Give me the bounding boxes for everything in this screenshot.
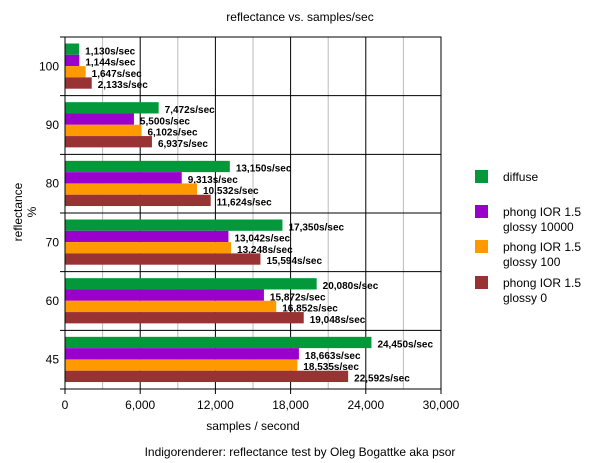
legend-label: phong IOR 1.5 [503,205,581,219]
bar [65,219,283,231]
bar [65,136,152,148]
bar [65,348,299,360]
chart-caption: Indigorenderer: reflectance test by Oleg… [145,445,456,459]
bar [65,300,277,313]
bar [65,54,80,67]
legend-label: diffuse [503,170,538,184]
y-tick-label: 90 [46,118,60,132]
x-tick-label: 12,000 [197,398,234,412]
bar [65,160,230,173]
bar [65,183,198,195]
chart-title: reflectance vs. samples/sec [226,10,373,24]
bar [65,43,80,55]
legend-label: glossy 100 [503,255,561,269]
bar-value-label: 13,150s/sec [236,164,292,175]
legend-label: glossy 10000 [503,220,574,234]
legend-swatch [475,240,488,253]
y-axis-label: reflectance% [11,182,39,241]
bar [65,312,304,324]
legend-label: glossy 0 [503,291,547,305]
bar [65,124,142,137]
bar [65,336,372,349]
y-tick-label: 80 [46,177,60,191]
bar-value-label: 15,872s/sec [270,292,326,303]
bar-value-label: 1,130s/sec [85,46,135,57]
bar [65,278,317,290]
bar-value-label: 15,594s/sec [266,256,322,267]
bar-value-label: 20,080s/sec [323,281,379,292]
bar [65,289,264,301]
legend-swatch [475,170,488,183]
plot-frame [64,36,442,390]
bar-value-label: 22,592s/sec [354,374,410,385]
bar-value-label: 9,313s/sec [188,175,238,186]
y-tick-label: 60 [46,294,60,308]
x-axis-label: samples / second [206,419,299,433]
bar-value-label: 16,852s/sec [282,304,338,315]
x-tick-label: 30,000 [423,398,460,412]
x-tick-label: 18,000 [272,398,309,412]
bar [65,194,211,207]
bar-value-label: 19,048s/sec [310,315,366,326]
legend-label: phong IOR 1.5 [503,276,581,290]
y-tick-label: 70 [46,235,60,249]
y-axis-label-line: reflectance [11,182,25,241]
x-tick-label: 0 [62,398,69,412]
bar [65,370,349,383]
legend-swatch [475,276,488,289]
bar-value-label: 10,532s/sec [203,186,259,197]
bar [65,359,298,371]
bar-value-label: 1,647s/sec [92,69,142,80]
x-tick-label: 6,000 [125,398,155,412]
bar-value-label: 6,102s/sec [147,128,197,139]
x-tick-label: 24,000 [347,398,384,412]
bar-value-label: 13,042s/sec [234,234,290,245]
bar-value-label: 11,624s/sec [217,198,272,209]
bar-value-label: 18,663s/sec [305,351,361,362]
bar [65,172,182,184]
bar [65,66,86,78]
y-tick-label: 100 [39,59,59,73]
bar-value-label: 13,248s/sec [237,245,293,256]
bar-value-label: 7,472s/sec [165,105,215,116]
legend-swatch [475,205,488,218]
legend-label: phong IOR 1.5 [503,240,581,254]
bar [65,230,229,243]
bar-value-label: 2,133s/sec [98,80,148,91]
bar-value-label: 1,144s/sec [85,58,135,69]
axes: 0 6,000 12,000 18,000 24,000 30,000 100 90 80 70 6… [39,36,460,412]
y-tick-label: 45 [46,353,60,367]
bar-value-label: 17,350s/sec [288,222,344,233]
y-axis-label-line: % [25,206,39,217]
bar-value-label: 18,535s/sec [303,362,359,373]
bar [65,113,134,125]
bar [65,102,159,114]
bar-value-label: 24,450s/sec [377,340,433,351]
bar [65,242,232,254]
bar [65,77,92,89]
bar [65,253,261,265]
bar-value-label: 5,500s/sec [140,116,190,127]
bar-value-label: 6,937s/sec [158,139,208,150]
bars: 1,130s/sec1,144s/sec1,647s/sec2,133s/sec… [65,43,433,385]
